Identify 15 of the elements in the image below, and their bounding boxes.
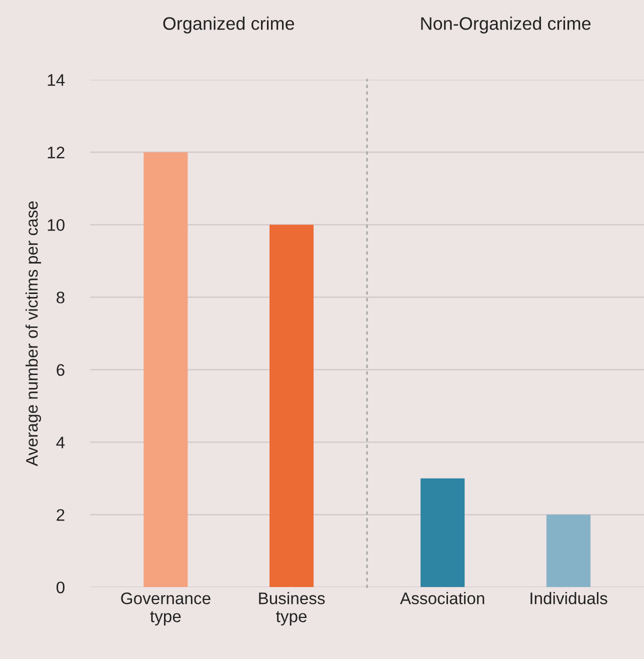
y-tick-label: 0: [56, 582, 65, 594]
chart-title: Organized crime: [163, 16, 294, 34]
y-axis-title: Average number of victims per case: [26, 201, 42, 466]
x-tick-label: Governance type: [121, 592, 210, 626]
x-tick-label: Association: [400, 592, 484, 604]
x-tick-label: Individuals: [530, 592, 608, 604]
y-tick-label: 2: [56, 509, 64, 521]
y-tick-label: 12: [48, 146, 64, 158]
chart-title: Non-Organized crime: [421, 16, 591, 34]
x-tick-label: Business type: [259, 592, 325, 626]
y-tick-label: 6: [56, 364, 64, 376]
y-tick-label: 14: [48, 74, 65, 86]
y-tick-label: 4: [56, 436, 65, 448]
y-tick-label: 10: [48, 219, 65, 231]
y-tick-label: 8: [56, 292, 64, 304]
